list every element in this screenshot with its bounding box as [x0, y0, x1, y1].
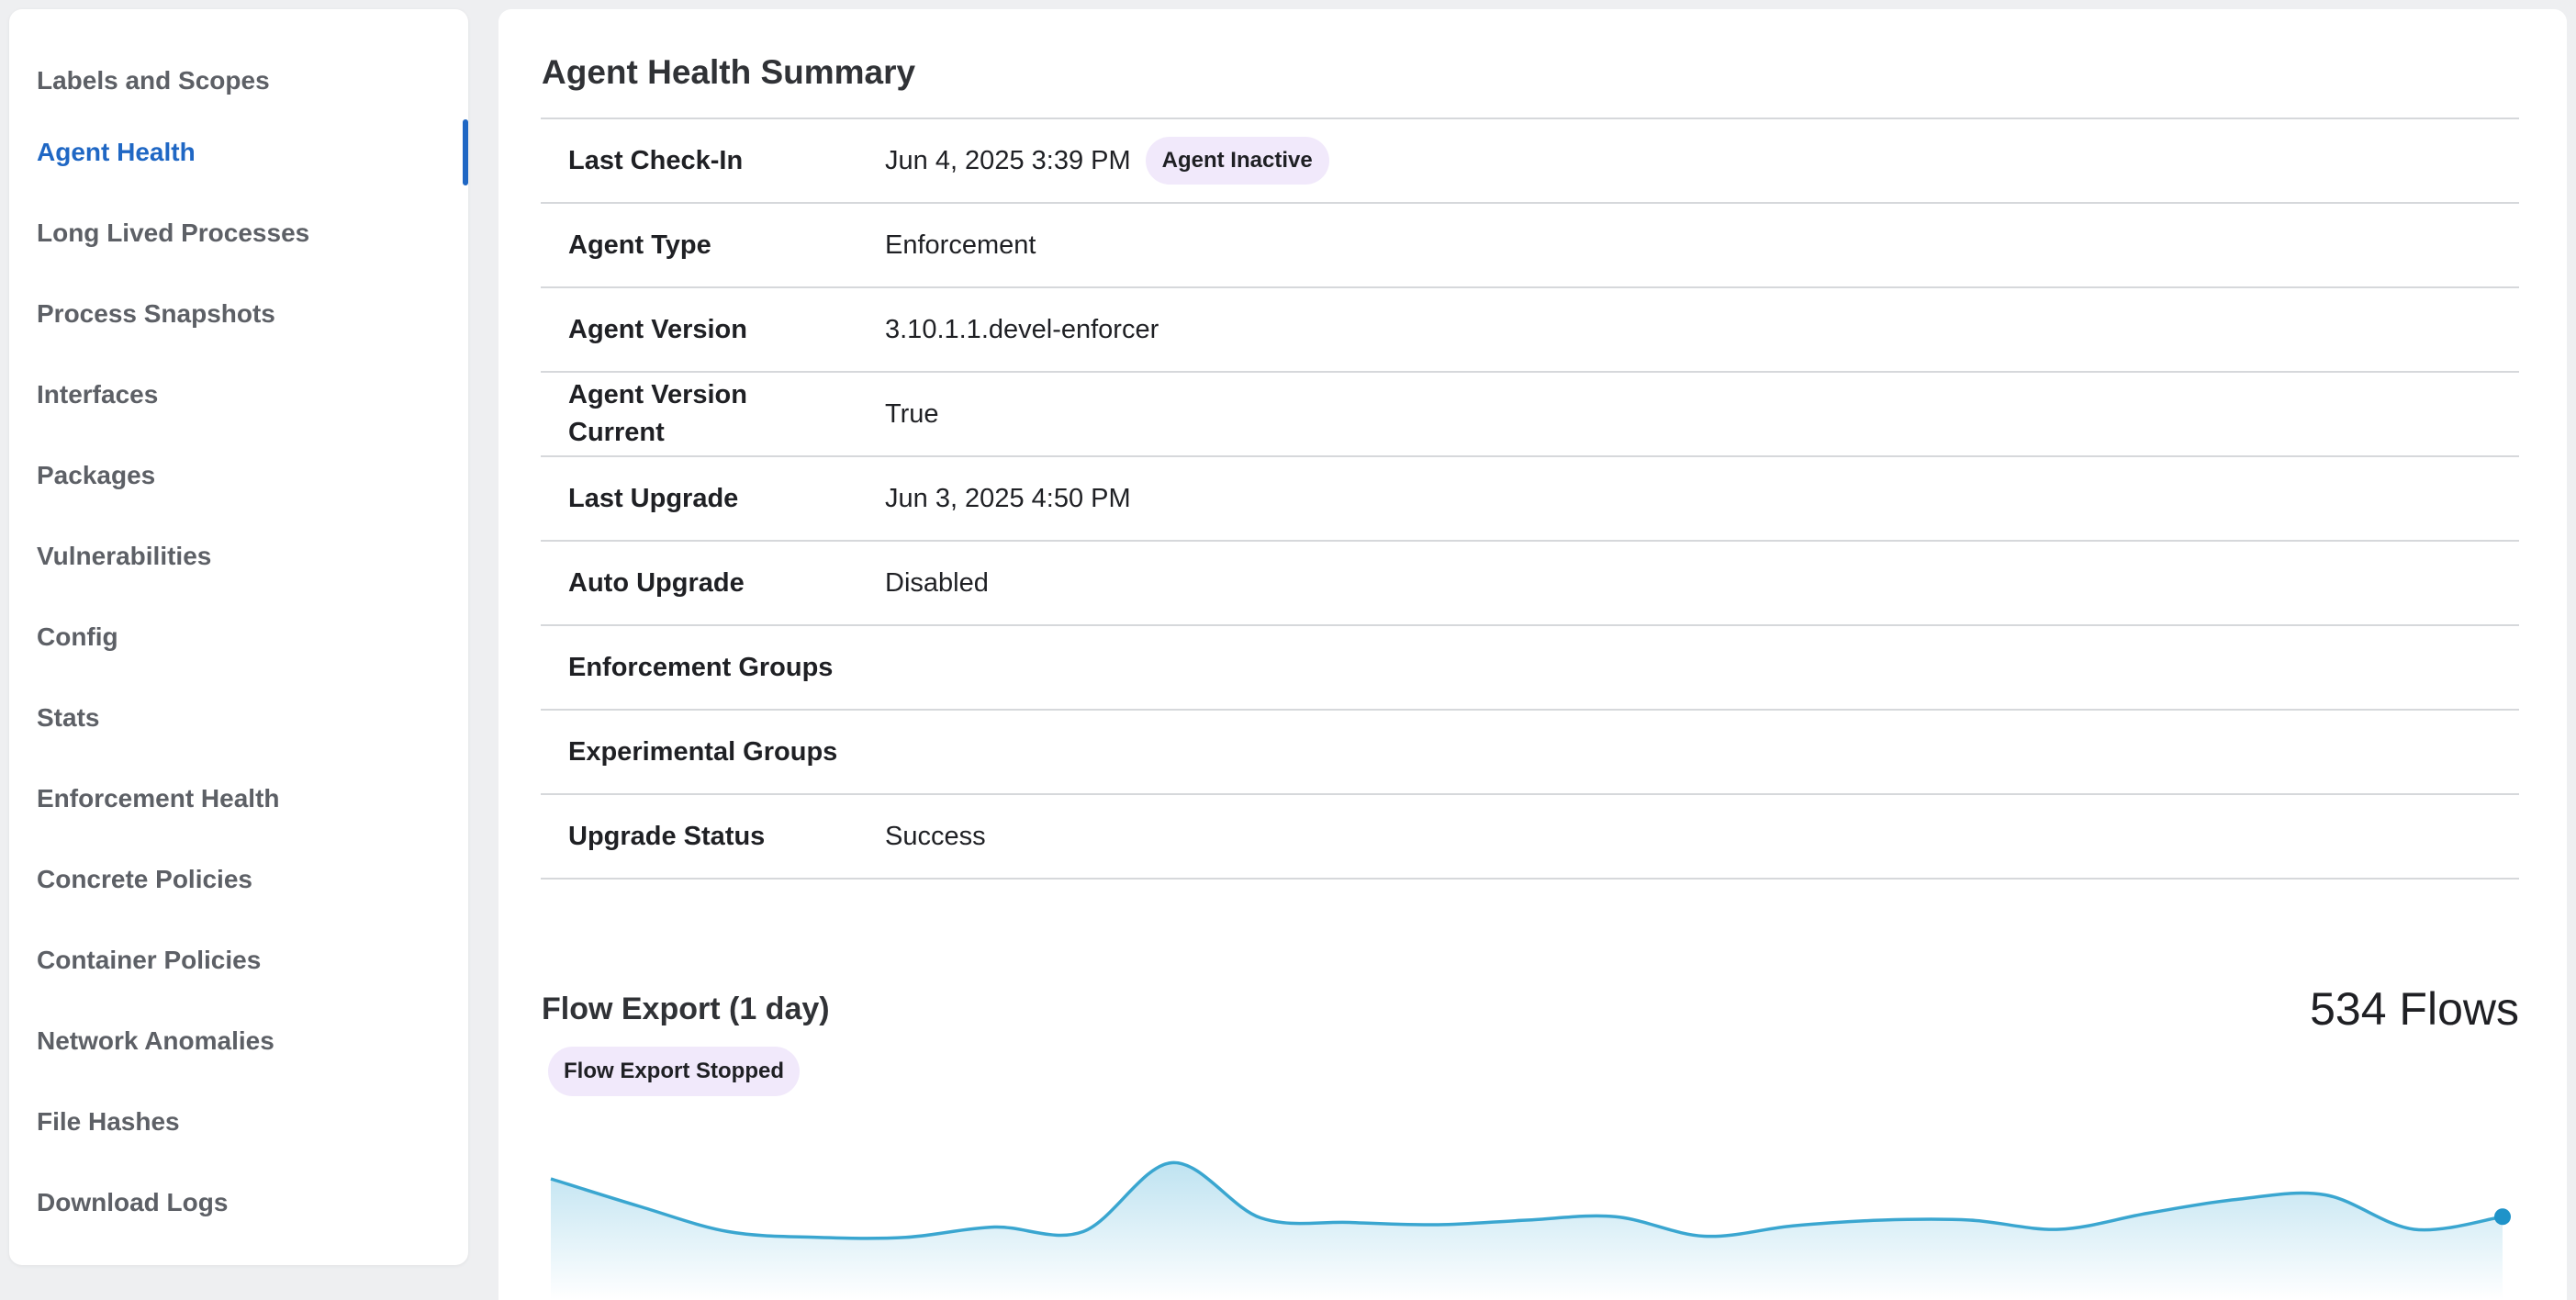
row-label-agent-version: Agent Version: [568, 314, 747, 344]
last-check-in-value: Jun 4, 2025 3:39 PM: [885, 145, 1131, 175]
row-label-auto-upgrade: Auto Upgrade: [568, 567, 745, 598]
table-row: Upgrade Status Success: [541, 795, 2519, 880]
row-label-last-check-in: Last Check-In: [568, 145, 744, 175]
flow-export-title: Flow Export (1 day): [542, 992, 830, 1026]
flow-export-status-badge: Flow Export Stopped: [548, 1047, 800, 1096]
sidebar-item-vulnerabilities[interactable]: Vulnerabilities: [37, 542, 212, 570]
row-label-agent-type: Agent Type: [568, 230, 711, 260]
table-row: Experimental Groups: [541, 711, 2519, 795]
sidebar-item-agent-health[interactable]: Agent Health: [37, 138, 196, 166]
row-value-last-upgrade: Jun 3, 2025 4:50 PM: [885, 483, 1131, 513]
flow-export-sparkline: [550, 1160, 2511, 1300]
flow-count: 534 Flows: [2310, 983, 2519, 1035]
sparkline-area: [551, 1162, 2503, 1300]
table-row: Agent Version Current True: [541, 373, 2519, 457]
table-row: Auto Upgrade Disabled: [541, 542, 2519, 626]
sidebar-item-download-logs[interactable]: Download Logs: [37, 1188, 229, 1216]
sidebar-item-packages[interactable]: Packages: [37, 461, 156, 489]
row-label-agent-version-current: Agent Version Current: [568, 380, 747, 447]
sidebar-item-process-snapshots[interactable]: Process Snapshots: [37, 299, 275, 328]
sparkline-line: [550, 1160, 2503, 1240]
row-label-last-upgrade: Last Upgrade: [568, 483, 739, 513]
row-value-last-check-in: Jun 4, 2025 3:39 PM Agent Inactive: [885, 137, 1329, 185]
sparkline-end-point: [2494, 1208, 2511, 1226]
sidebar-nav: Labels and Scopes Agent Health Long Live…: [9, 9, 468, 1265]
sidebar-item-concrete-policies[interactable]: Concrete Policies: [37, 865, 252, 893]
row-label-enforcement-groups: Enforcement Groups: [568, 652, 834, 682]
table-row: Agent Type Enforcement: [541, 204, 2519, 288]
sidebar-item-config[interactable]: Config: [37, 622, 118, 651]
row-value-agent-version-current: True: [885, 398, 939, 429]
row-label-experimental-groups: Experimental Groups: [568, 736, 838, 767]
row-value-agent-version: 3.10.1.1.devel-enforcer: [885, 314, 1159, 344]
sidebar-item-labels-and-scopes[interactable]: Labels and Scopes: [37, 66, 270, 95]
row-value-agent-type: Enforcement: [885, 230, 1036, 260]
row-value-upgrade-status: Success: [885, 821, 986, 851]
table-row: Enforcement Groups: [541, 626, 2519, 711]
sidebar-item-stats[interactable]: Stats: [37, 703, 100, 732]
agent-health-table: Last Check-In Jun 4, 2025 3:39 PM Agent …: [541, 118, 2519, 880]
active-item-indicator: [463, 119, 468, 185]
main-panel: Agent Health Summary Last Check-In Jun 4…: [498, 9, 2567, 1300]
row-value-auto-upgrade: Disabled: [885, 567, 989, 598]
table-row: Last Check-In Jun 4, 2025 3:39 PM Agent …: [541, 119, 2519, 204]
row-label-upgrade-status: Upgrade Status: [568, 821, 766, 851]
agent-status-badge: Agent Inactive: [1145, 137, 1329, 185]
table-row: Last Upgrade Jun 3, 2025 4:50 PM: [541, 457, 2519, 542]
page-title: Agent Health Summary: [542, 53, 916, 91]
sidebar-item-network-anomalies[interactable]: Network Anomalies: [37, 1026, 274, 1055]
sidebar-item-container-policies[interactable]: Container Policies: [37, 946, 262, 974]
sidebar-item-file-hashes[interactable]: File Hashes: [37, 1107, 180, 1136]
table-row: Agent Version 3.10.1.1.devel-enforcer: [541, 288, 2519, 373]
sidebar-item-enforcement-health[interactable]: Enforcement Health: [37, 784, 280, 812]
sidebar-item-interfaces[interactable]: Interfaces: [37, 380, 159, 409]
sidebar-item-long-lived-processes[interactable]: Long Lived Processes: [37, 219, 310, 247]
